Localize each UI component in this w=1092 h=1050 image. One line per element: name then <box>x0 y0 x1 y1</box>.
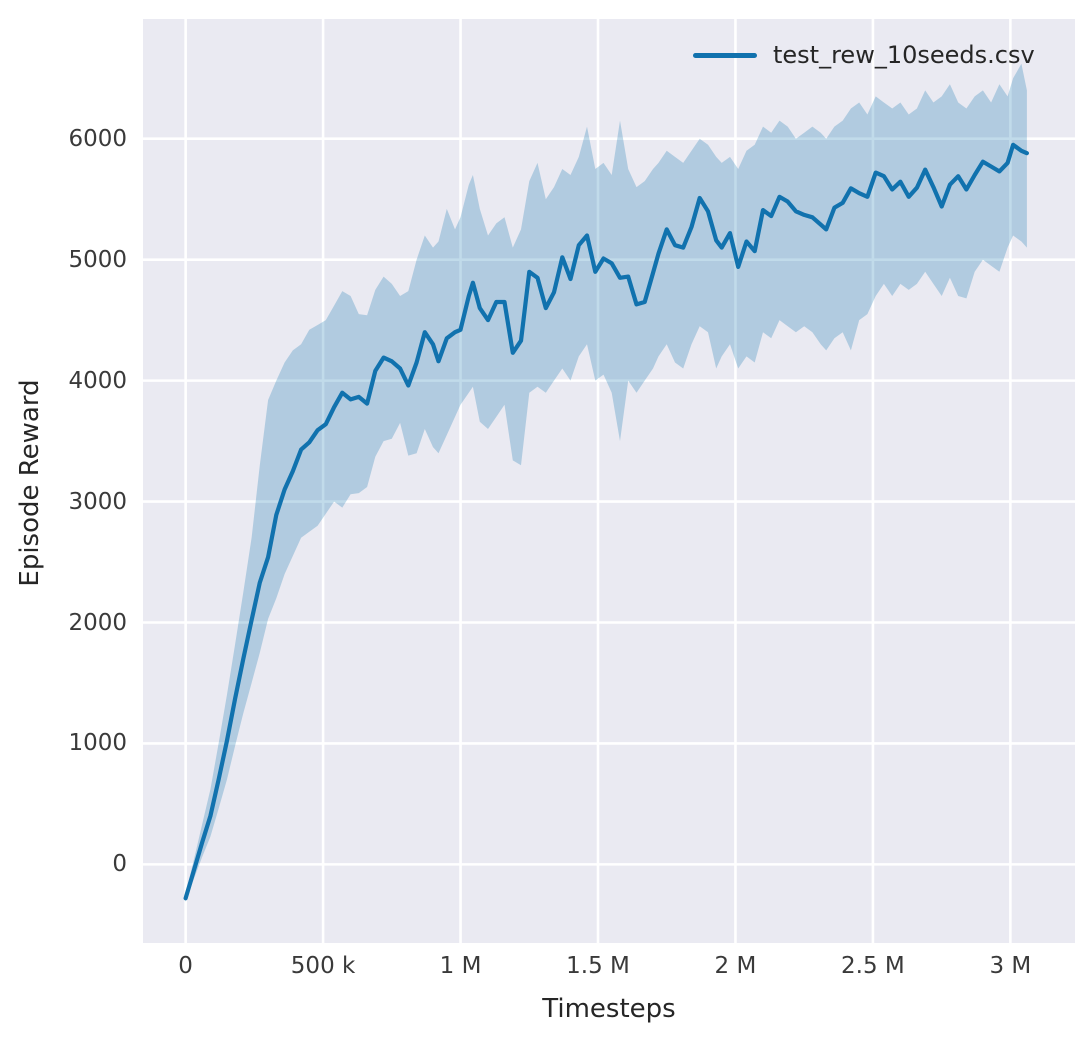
y-tick-label: 4000 <box>68 367 127 394</box>
legend: test_rew_10seeds.csv <box>693 41 1035 69</box>
legend-label: test_rew_10seeds.csv <box>773 41 1035 69</box>
x-tick-label: 3 M <box>989 953 1032 979</box>
y-axis-label: Episode Reward <box>15 379 45 587</box>
x-tick-label: 500 k <box>290 953 356 979</box>
x-tick-label: 1.5 M <box>566 953 630 979</box>
y-tick-label: 3000 <box>68 488 127 515</box>
legend-line-sample-icon <box>693 52 757 58</box>
x-tick-label: 1 M <box>439 953 482 979</box>
plot-background <box>143 19 1075 943</box>
y-tick-label: 2000 <box>68 609 127 636</box>
y-tick-label: 1000 <box>68 730 127 757</box>
x-tick-label: 0 <box>178 953 193 979</box>
y-tick-label: 5000 <box>68 246 127 273</box>
y-tick-label: 0 <box>112 851 127 878</box>
x-axis-label: Timesteps <box>542 994 676 1024</box>
y-tick-label: 6000 <box>68 125 127 152</box>
x-tick-label: 2.5 M <box>841 953 905 979</box>
confidence-band <box>185 63 1027 902</box>
x-tick-label: 2 M <box>714 953 757 979</box>
series-line <box>183 142 1029 901</box>
